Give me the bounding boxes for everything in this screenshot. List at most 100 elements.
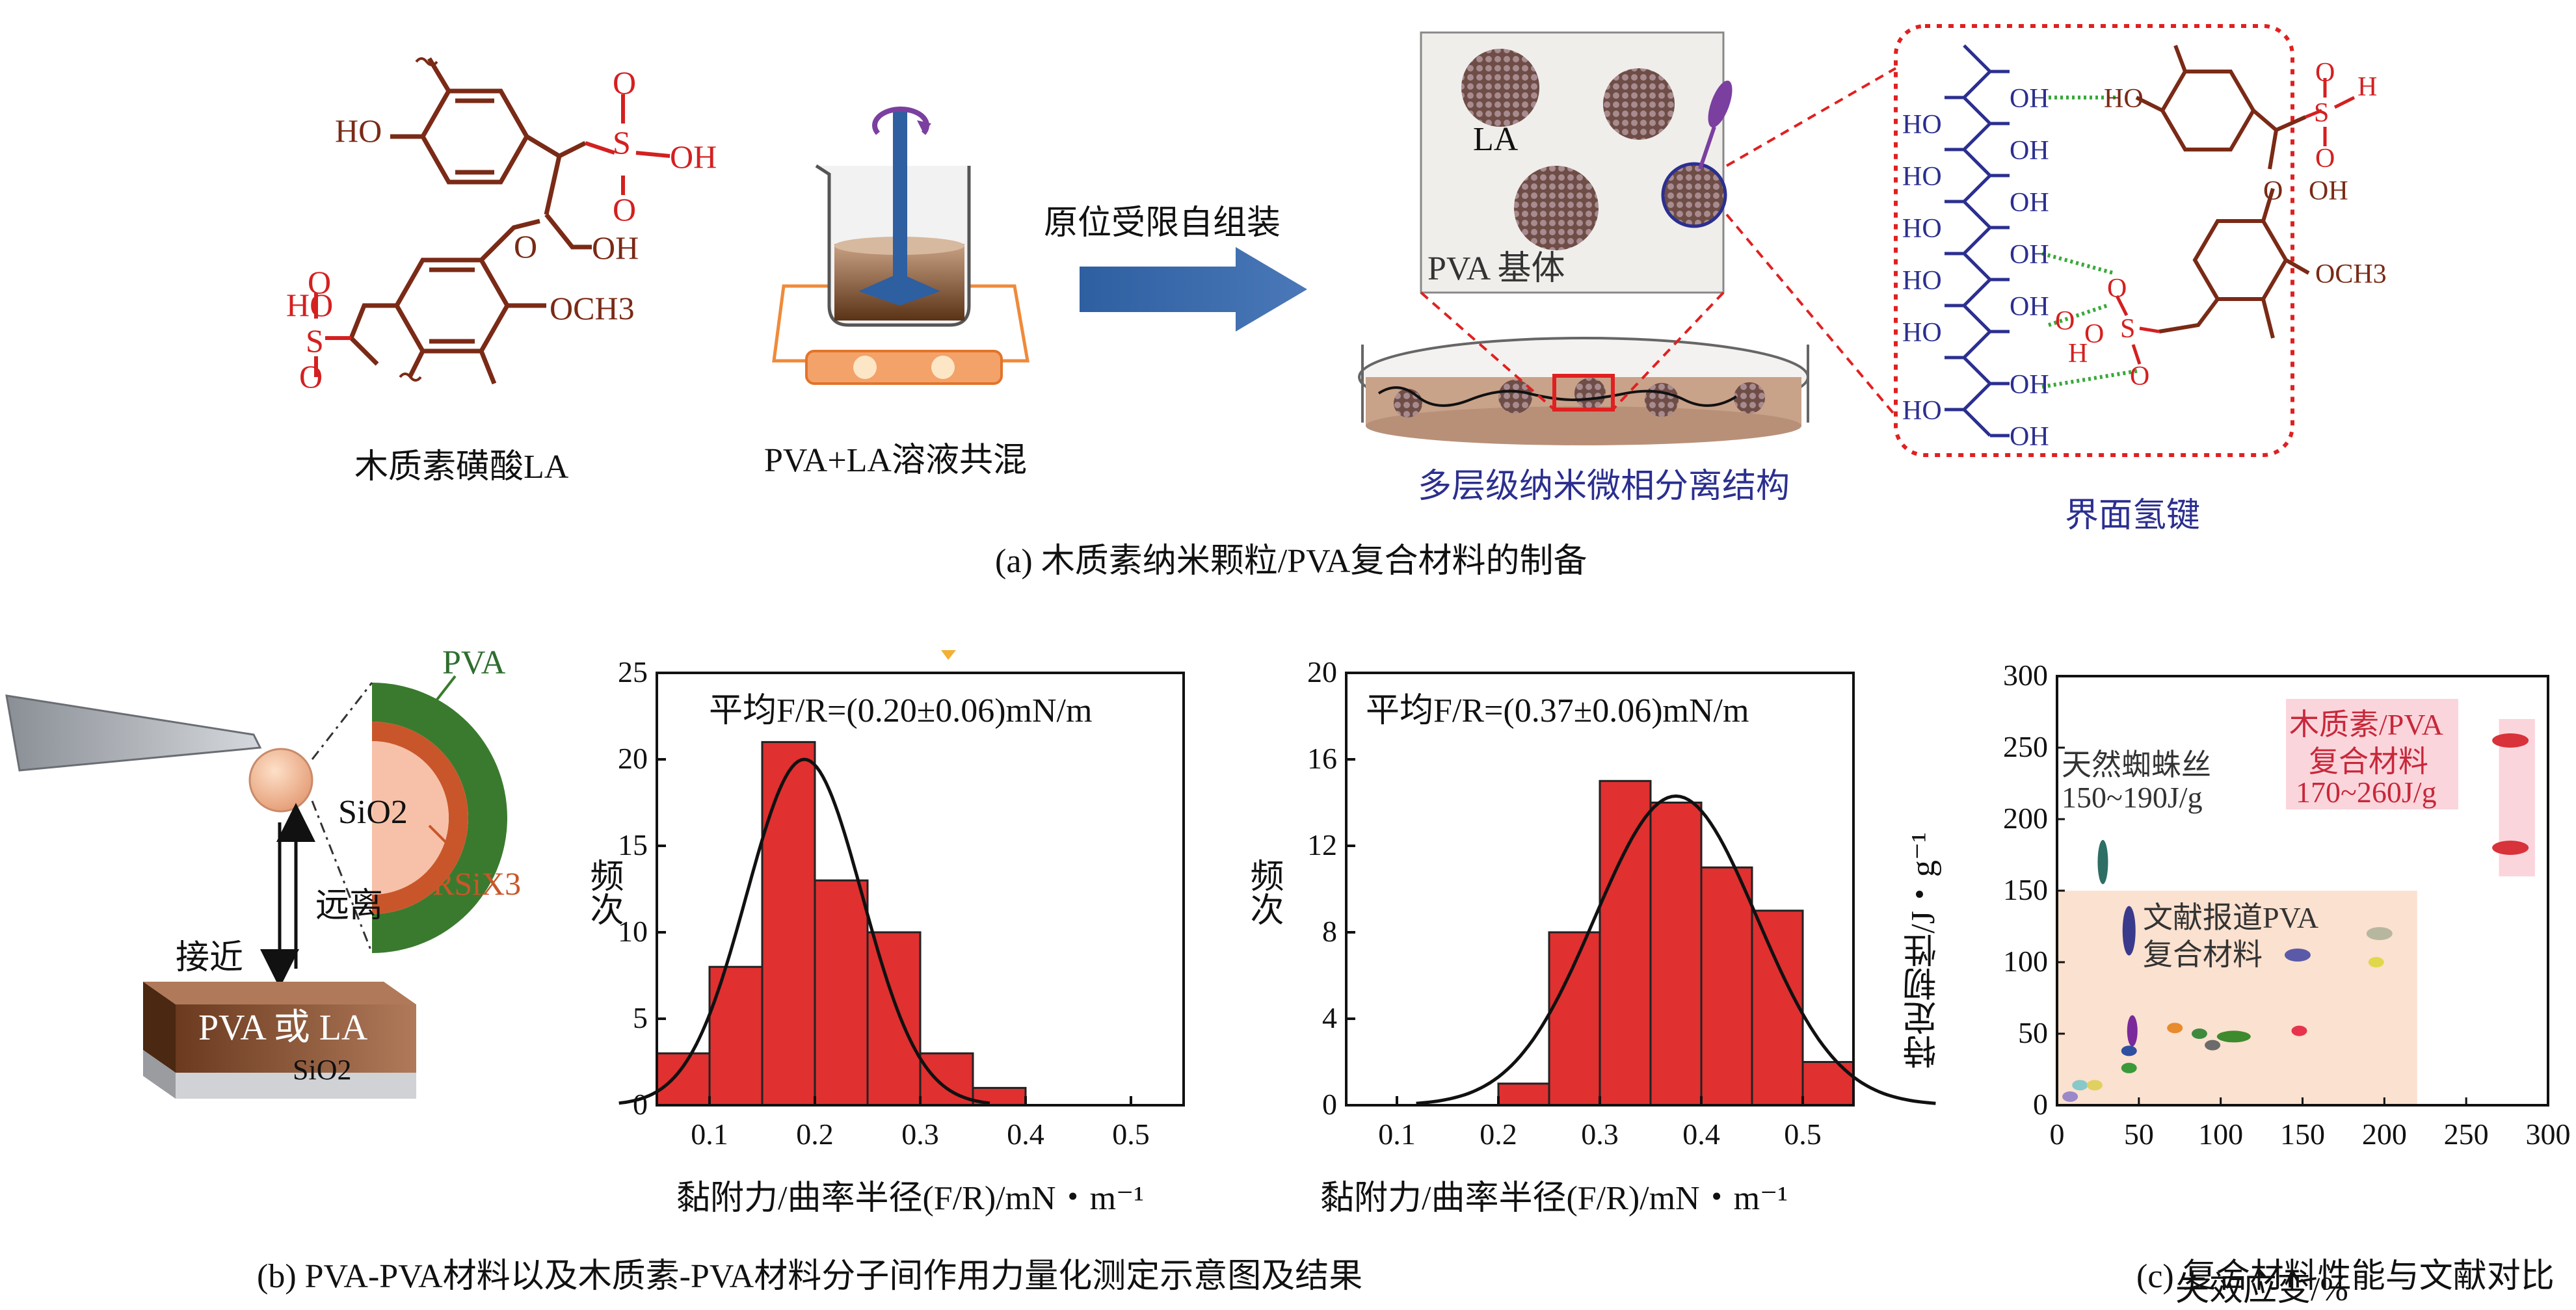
histogram-2-bar xyxy=(1649,802,1703,1107)
la-wavy-bonds xyxy=(399,57,438,382)
pva-matrix-label: PVA 基体 xyxy=(1427,250,1565,287)
histogram-2-bars xyxy=(1497,779,1855,1107)
substrate-label: PVA 或 LA xyxy=(198,1008,368,1048)
la-group-s-bottom: S xyxy=(306,322,324,359)
spider-silk-range: 150~190J/g xyxy=(2062,781,2203,814)
histogram-2-bar xyxy=(1599,779,1652,1107)
histogram-2-ytick-label: 8 xyxy=(1322,915,1337,948)
histogram-2-xtick-label: 0.1 xyxy=(1378,1118,1416,1151)
histogram-1-ytick-label: 25 xyxy=(618,655,648,688)
scatter-ytick-label: 150 xyxy=(2003,873,2048,906)
scatter-ticks xyxy=(2056,675,2549,1107)
scatter-point xyxy=(2216,1030,2251,1043)
la-group-oh-side: OH xyxy=(592,229,639,266)
shell-pva-label: PVA xyxy=(442,644,506,681)
la-group-ether-o: O xyxy=(514,228,538,265)
scatter-point xyxy=(2205,1040,2221,1051)
scatter-point xyxy=(2291,1025,2307,1036)
pva-ho-4: HO xyxy=(1902,266,1942,296)
pva-oh-6: OH xyxy=(2010,370,2049,400)
pva-oh-3: OH xyxy=(2010,188,2049,218)
histogram-2-bar xyxy=(1497,1082,1550,1107)
la-frag-och3: OCH3 xyxy=(2315,259,2387,289)
literature-note: 复合材料 xyxy=(2143,938,2263,971)
la-fragment-sulfonate xyxy=(2115,78,2356,365)
colloid-probe xyxy=(248,748,313,813)
scatter-ytick-label: 50 xyxy=(2018,1016,2048,1049)
la-frag-oh: OH xyxy=(2309,176,2348,206)
la-frag-h: H xyxy=(2357,72,2378,102)
spider-silk-label: 天然蜘蛛丝 xyxy=(2062,748,2211,781)
scatter-xtick-label: 50 xyxy=(2123,1118,2154,1151)
histogram-1-ytick-label: 20 xyxy=(618,742,648,775)
histogram-2-title: 平均F/R=(0.37±0.06)mN/m xyxy=(1366,692,1749,729)
histogram-1-marker xyxy=(941,650,956,660)
histogram-1-bar xyxy=(814,879,869,1107)
la-group-s-top: S xyxy=(613,124,631,161)
pva-film-panel xyxy=(1420,31,1733,294)
scatter-ytick-label: 100 xyxy=(2003,945,2048,978)
histogram-2-ytick-label: 20 xyxy=(1307,655,1337,688)
histogram-2-xtick-label: 0.5 xyxy=(1784,1118,1822,1151)
la-frag-s: S xyxy=(2314,98,2330,128)
scatter-point xyxy=(2097,840,2108,884)
approach-retract-arrows xyxy=(260,803,315,988)
histogram-1-ytick-label: 0 xyxy=(633,1088,648,1121)
scatter-point xyxy=(2072,1080,2088,1091)
retract-label: 远离 xyxy=(315,887,384,924)
histogram-2-xtick-label: 0.2 xyxy=(1480,1118,1517,1151)
scatter-ytick-label: 250 xyxy=(2003,730,2048,763)
scatter-point xyxy=(2062,1091,2078,1102)
scatter-xtick-label: 0 xyxy=(2049,1118,2065,1151)
la-frag-o5: O xyxy=(2130,361,2150,391)
la-group-oh-top: OH xyxy=(670,138,717,175)
self-assembly-label: 原位受限自组装 xyxy=(1044,205,1281,242)
scatter-point xyxy=(2121,1062,2137,1073)
histogram-1-xtick-label: 0.3 xyxy=(901,1118,939,1151)
la-sulfonate-bonds xyxy=(314,94,671,377)
pva-oh-5: OH xyxy=(2010,292,2049,322)
mixing-label: PVA+LA溶液共混 xyxy=(764,442,1027,479)
afm-cantilever xyxy=(5,694,262,772)
pva-oh-1: OH xyxy=(2010,84,2049,114)
literature-label: 文献报道PVA xyxy=(2143,901,2319,934)
scatter-xtick-label: 150 xyxy=(2280,1118,2325,1151)
panel-a-caption: (a) 木质素纳米颗粒/PVA复合材料的制备 xyxy=(995,543,1587,580)
histogram-2-xtick-label: 0.3 xyxy=(1581,1118,1619,1151)
la-group-o-bottom1: O xyxy=(308,264,332,300)
substrate-sio2-label: SiO2 xyxy=(293,1054,352,1086)
histogram-1-bar xyxy=(656,1052,711,1107)
pva-ho-5: HO xyxy=(1902,318,1942,348)
scatter-region xyxy=(2057,891,2417,1105)
la-group-ho-bottom: HO xyxy=(286,287,334,323)
scatter-xtick-label: 300 xyxy=(2525,1118,2571,1151)
panel-c-caption: (c) 复合材料性能与文献对比 xyxy=(2136,1258,2555,1295)
histogram-1-ytick-label: 10 xyxy=(618,915,648,948)
pva-ho-1: HO xyxy=(1902,110,1942,140)
scatter-ytick-label: 300 xyxy=(2003,659,2048,692)
interface-box xyxy=(1894,24,2294,457)
la-molecule-structure xyxy=(348,57,592,385)
scatter-point xyxy=(2086,1080,2103,1091)
interface-caption: 界面氢键 xyxy=(2065,497,2201,534)
pva-ho-6: HO xyxy=(1902,396,1942,426)
la-frag-o2: O xyxy=(2315,144,2335,174)
histogram-1-ylabel: 频次 xyxy=(585,858,622,926)
scatter-point xyxy=(2127,1015,2138,1047)
histogram-2-xtick-label: 0.4 xyxy=(1682,1118,1720,1151)
la-frag-s2: S xyxy=(2120,314,2136,344)
la-label: 木质素磺酸LA xyxy=(354,449,569,486)
la-group-ho-top: HO xyxy=(335,112,382,149)
la-frag-o6: O xyxy=(2055,306,2075,336)
histogram-1-bar xyxy=(708,965,764,1107)
approach-label: 接近 xyxy=(176,939,244,976)
histogram-2-fit-curve xyxy=(1416,794,1936,1105)
lignin-range: 170~260J/g xyxy=(2296,776,2437,809)
pva-ho-2: HO xyxy=(1902,162,1942,192)
scatter-points xyxy=(2062,733,2529,1102)
petri-dish xyxy=(1358,337,1809,445)
substrate-slab xyxy=(143,982,416,1099)
histogram-1-xtick-label: 0.2 xyxy=(796,1118,834,1151)
panel-b-caption: (b) PVA-PVA材料以及木质素-PVA材料分子间作用力量化测定示意图及结果 xyxy=(257,1258,1363,1295)
